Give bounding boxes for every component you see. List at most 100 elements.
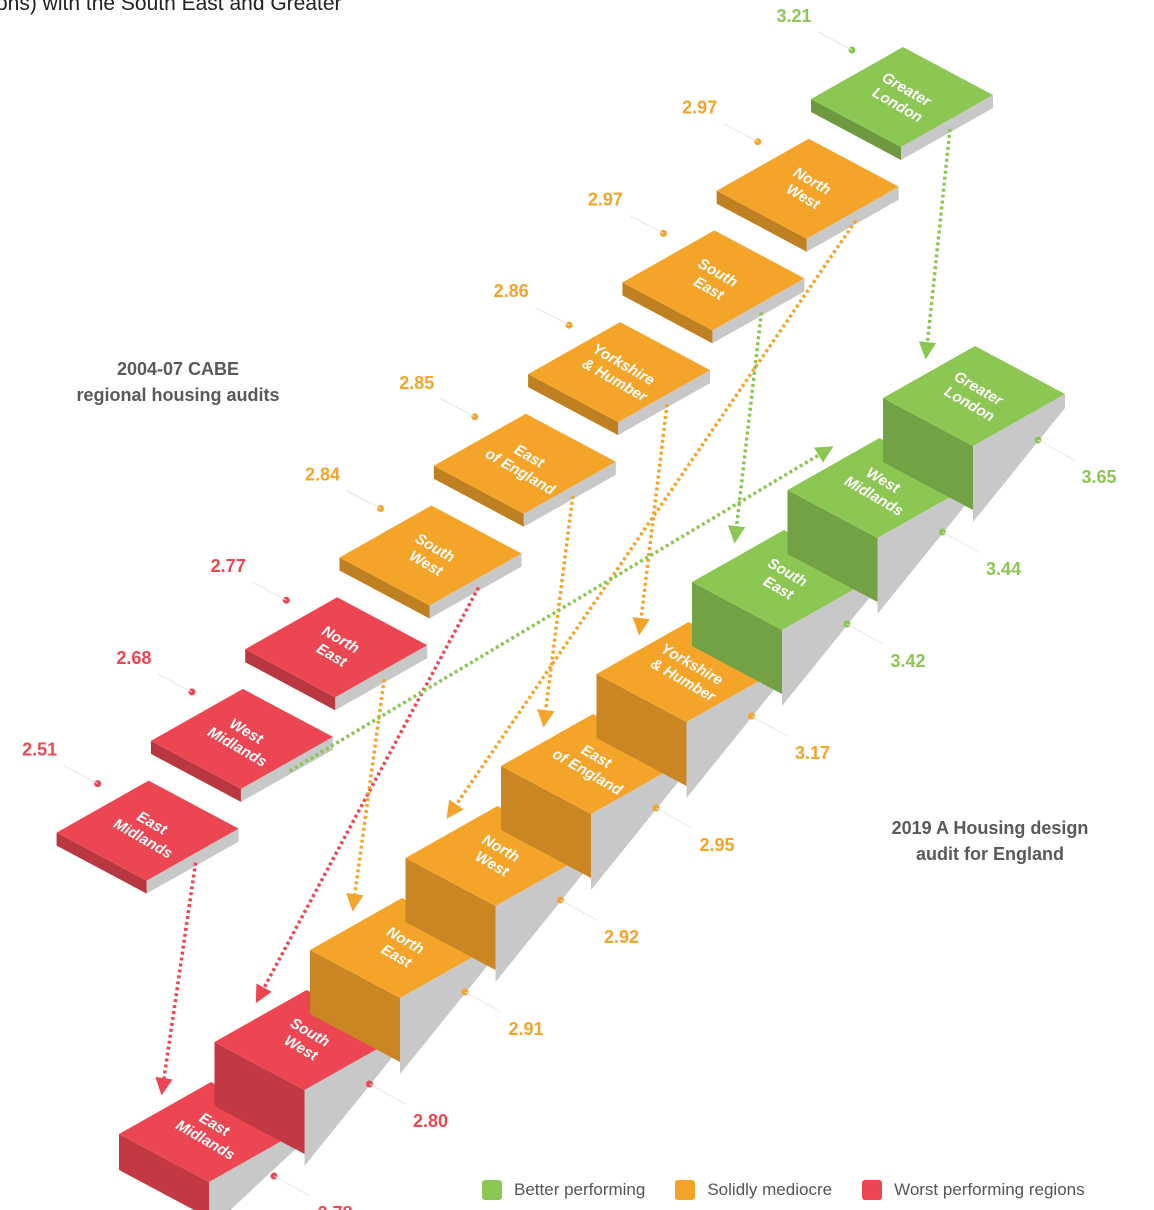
score-2004-east-of-england: 2.85 [399, 373, 434, 393]
tile-2004-east-midlands-top [56, 780, 239, 881]
step-2019-south-west-side [304, 1038, 397, 1166]
legend-swatch-better [482, 1180, 502, 1200]
arrow-north-east [346, 678, 386, 912]
leader-line-2004-east-of-england [440, 398, 476, 418]
tile-2004-north-east-front [245, 649, 336, 711]
arrow-west-midlands [289, 446, 834, 773]
leader-line-2004-north-west [723, 123, 758, 143]
tile-2004-yorkshire-and-humber [528, 322, 711, 436]
tile-2004-east-midlands-front [56, 832, 147, 894]
score-2004-north-west: 2.97 [682, 98, 717, 118]
rank-arrows [155, 128, 952, 1096]
tile-2004-east-of-england-top [433, 413, 616, 514]
score-2019-east-of-england: 2.95 [699, 835, 734, 855]
arrow-east-midlands [155, 862, 198, 1096]
arrow-south-east [727, 312, 764, 544]
step-2019-east-midlands-riser [119, 1134, 209, 1210]
leader-line-2019-greater-london [1037, 439, 1075, 461]
leader-line-2019-east-of-england [655, 807, 693, 829]
tile-2004-north-west [716, 138, 899, 252]
legend-item-worst: Worst performing regions [862, 1180, 1085, 1200]
step-2019-greater-london-riser [883, 398, 973, 510]
score-2019-yorkshire-and-humber: 3.17 [795, 743, 830, 763]
score-2019-north-west: 2.92 [604, 927, 639, 947]
leader-line-2004-yorkshire-and-humber [534, 306, 570, 326]
tile-2004-north-east-side [335, 645, 428, 711]
score-2004-south-east: 2.97 [588, 189, 623, 209]
step-2019-east-of-england-side [591, 762, 683, 890]
score-2004-north-east: 2.77 [211, 556, 246, 576]
tile-2004-greater-london-side [901, 95, 993, 160]
leader-line-2019-west-midlands [942, 531, 979, 553]
score-2019-south-west: 2.80 [413, 1111, 448, 1131]
tile-2004-east-midlands [56, 780, 239, 894]
leader-line-2019-yorkshire-and-humber [751, 715, 788, 737]
tile-2004-north-west-top [716, 138, 899, 239]
step-2019-east-of-england-riser [501, 766, 591, 878]
tile-2004-east-of-england [433, 413, 616, 527]
legend-label-worst: Worst performing regions [894, 1180, 1085, 1199]
tile-2004-north-east-top [245, 597, 428, 698]
tile-2004-north-west-front [716, 190, 807, 252]
caption-2019: 2019 A Housing design audit for England [840, 815, 1140, 867]
tile-2004-greater-london-top [811, 47, 993, 147]
step-2019-yorkshire-and-humber-side [686, 670, 779, 798]
score-2019-north-east: 2.91 [508, 1019, 543, 1039]
leader-line-2019-south-west [369, 1083, 406, 1105]
tile-2004-east-of-england-side [523, 461, 616, 527]
legend-item-better: Better performing [482, 1180, 645, 1200]
leader-line-2019-south-east [846, 623, 884, 645]
tile-2004-east-of-england-front [433, 465, 524, 527]
leader-line-2004-greater-london [817, 31, 853, 51]
step-2019-greater-london-side [973, 394, 1065, 522]
caption-2019-line-2: audit for England [916, 844, 1064, 864]
score-2019-greater-london: 3.65 [1081, 467, 1116, 487]
tile-2004-south-west-side [429, 553, 522, 619]
tile-2004-south-west [339, 505, 522, 619]
intro-text: ons) with the South East and Greater [0, 0, 342, 15]
tile-2004-yorkshire-and-humber-side [618, 370, 711, 436]
step-2019-yorkshire-and-humber-riser [596, 674, 687, 786]
tile-2004-south-east-top [622, 230, 805, 331]
legend-swatch-worst [862, 1180, 883, 1200]
tile-2004-north-west-side [806, 186, 899, 252]
tile-2004-yorkshire-and-humber-front [528, 374, 619, 436]
score-2004-east-midlands: 2.51 [22, 740, 57, 760]
score-2019-south-east: 3.42 [890, 651, 925, 671]
step-2019-south-west-riser [214, 1042, 305, 1154]
step-2019-greater-london [883, 346, 1065, 522]
leader-line-2004-north-east [251, 581, 287, 601]
leader-line-2019-east-midlands [273, 1175, 311, 1197]
caption-2004-07-line-2: regional housing audits [76, 385, 280, 405]
step-2019-north-west-side [495, 854, 588, 982]
score-2004-south-west: 2.84 [305, 465, 340, 485]
tile-2004-west-midlands-front [150, 740, 241, 802]
legend-item-mediocre: Solidly mediocre [675, 1180, 832, 1200]
legend-label-better: Better performing [514, 1180, 646, 1199]
leader-dots [63, 31, 1075, 1197]
score-2019-west-midlands: 3.44 [986, 559, 1021, 579]
tile-2004-south-west-front [339, 557, 430, 619]
step-tiles: GreaterLondonNorthWestSouthEastYorkshire… [56, 47, 1007, 1164]
tile-2004-yorkshire-and-humber-top [528, 322, 711, 423]
step-2019-west-midlands-side [877, 486, 970, 614]
leader-line-2004-south-west [346, 490, 381, 509]
leader-line-2004-south-east [629, 214, 664, 234]
arrow-greater-london [918, 128, 952, 360]
tile-2004-greater-london [811, 47, 993, 160]
step-2019-south-east-side [782, 578, 874, 706]
leader-line-2019-north-east [464, 991, 502, 1013]
legend-swatch-mediocre [675, 1180, 696, 1200]
tile-2004-west-midlands-top [150, 688, 333, 789]
score-labels: 3.21 2.97 2.97 2.86 2.85 2.84 2.77 2.68 2.51 2.78… [22, 6, 1116, 1210]
tile-2004-south-west-top [339, 505, 522, 606]
caption-2004-07: 2004-07 CABE regional housing audits [28, 356, 328, 408]
legend-label-mediocre: Solidly mediocre [707, 1180, 833, 1199]
tile-2004-south-east-side [712, 278, 805, 344]
tile-2004-west-midlands-side [240, 736, 333, 802]
step-2019-north-east-side [400, 946, 492, 1074]
risers [119, 346, 1065, 1210]
step-2019-greater-london-tread [883, 346, 1065, 446]
score-2004-west-midlands: 2.68 [116, 648, 151, 668]
